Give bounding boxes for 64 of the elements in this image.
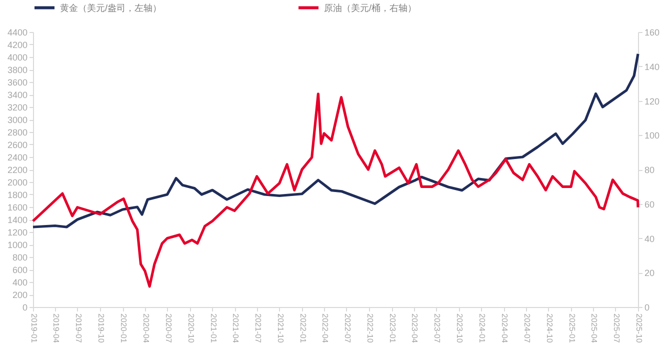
- y-tick-label: 2200: [7, 165, 28, 175]
- x-tick-label: 2022-10: [366, 314, 374, 344]
- x-tick-label: 2019-07: [74, 314, 83, 344]
- x-tick-label: 2024-07: [522, 314, 532, 344]
- y2-tick-label: 20: [644, 268, 655, 278]
- x-tick-label: 2023-10: [455, 314, 464, 344]
- y2-tick-label: 120: [644, 96, 660, 106]
- x-tick-label: 2022-01: [298, 314, 308, 344]
- y-tick-label: 1400: [7, 215, 28, 225]
- y-tick-label: 1800: [7, 190, 28, 200]
- y2-tick-label: 140: [644, 62, 660, 72]
- y-tick-label: 3200: [7, 102, 28, 112]
- x-tick-label: 2023-07: [432, 314, 442, 344]
- x-tick-label: 2021-10: [276, 314, 285, 344]
- x-tick-label: 2020-07: [164, 314, 173, 344]
- y-tick-label: 4000: [7, 52, 28, 62]
- x-tick-label: 2019-04: [52, 314, 61, 344]
- y-tick-label: 800: [12, 252, 28, 262]
- y-tick-label: 2000: [7, 178, 28, 188]
- y-tick-label: 4200: [7, 40, 28, 50]
- y-tick-label: 3800: [7, 65, 28, 75]
- y2-tick-label: 160: [644, 28, 660, 38]
- y2-tick-label: 100: [644, 130, 660, 141]
- y2-tick-label: 80: [644, 165, 655, 175]
- y-tick-label: 1000: [7, 240, 28, 250]
- y-tick-label: 600: [12, 265, 28, 275]
- x-tick-label: 2025-04: [590, 314, 599, 344]
- x-tick-label: 2019-01: [30, 314, 38, 344]
- x-tick-label: 2024-01: [478, 314, 487, 344]
- y-tick-label: 200: [12, 290, 28, 300]
- x-tick-label: 2022-04: [320, 314, 330, 344]
- x-tick-label: 2019-10: [96, 314, 106, 344]
- y2-tick-label: 0: [644, 302, 650, 312]
- x-tick-label: 2023-04: [410, 314, 420, 344]
- x-tick-label: 2020-04: [141, 314, 150, 344]
- x-tick-label: 2024-04: [500, 314, 509, 344]
- legend-label: 原油（美元/桶，右轴）: [324, 2, 417, 13]
- x-tick-label: 2023-01: [388, 314, 398, 344]
- y-tick-label: 1600: [7, 202, 28, 212]
- y-tick-label: 3600: [7, 78, 28, 88]
- y-tick-label: 0: [22, 302, 28, 312]
- x-tick-label: 2025-10: [634, 314, 644, 344]
- y-tick-label: 400: [12, 278, 28, 288]
- y2-tick-label: 60: [644, 199, 655, 210]
- x-tick-label: 2025-01: [567, 314, 576, 344]
- x-tick-label: 2024-10: [544, 314, 554, 344]
- x-tick-label: 2020-10: [186, 314, 196, 344]
- x-tick-label: 2021-07: [253, 314, 262, 344]
- y-tick-label: 2600: [7, 140, 28, 150]
- line-series: [32, 92, 640, 288]
- y-tick-label: 3400: [7, 90, 28, 100]
- x-tick-label: 2025-07: [612, 314, 621, 344]
- x-tick-label: 2020-01: [119, 314, 128, 344]
- y-tick-label: 1200: [7, 228, 28, 238]
- y-tick-label: 4400: [7, 28, 28, 38]
- x-tick-label: 2022-07: [342, 314, 352, 344]
- x-tick-label: 2021-01: [208, 314, 218, 344]
- y-tick-label: 2400: [7, 152, 28, 162]
- line-series: [32, 52, 640, 228]
- x-tick-label: 2021-04: [231, 314, 240, 344]
- y-tick-label: 3000: [7, 115, 28, 125]
- y-tick-label: 2800: [7, 128, 28, 138]
- y2-tick-label: 40: [644, 234, 655, 244]
- legend-label: 黄金（美元/盎司，左轴）: [60, 2, 162, 13]
